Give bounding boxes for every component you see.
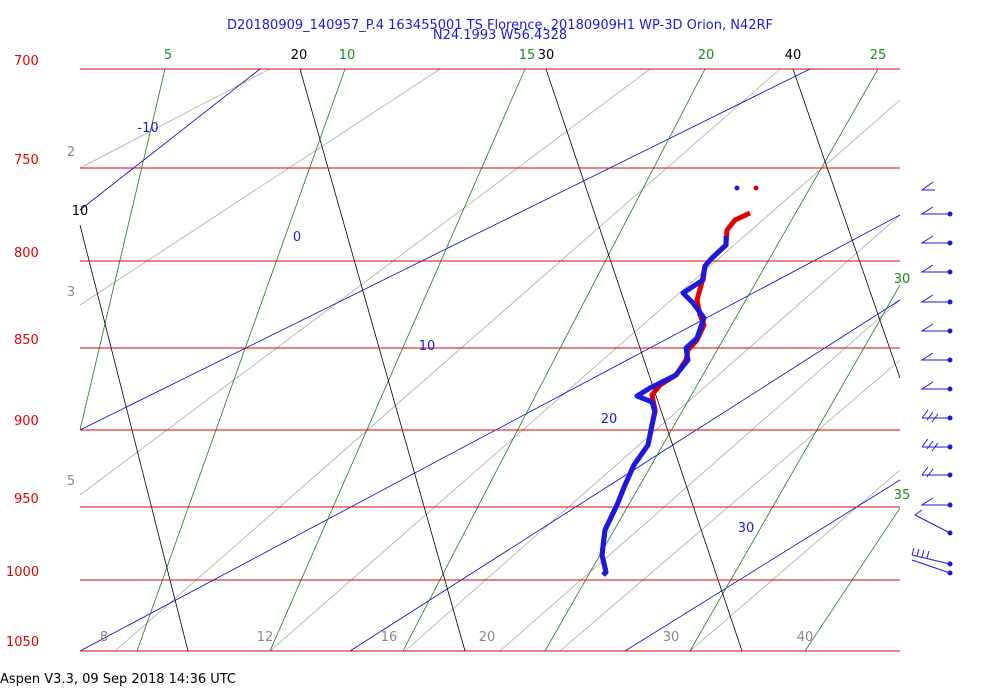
title-line: D20180909_140957_P.4 163455001 TS Floren… (227, 18, 773, 33)
wind-barbs (911, 181, 951, 574)
gray-lines (79, 68, 901, 652)
pressure-label: 700 (14, 54, 39, 69)
gray-label: 40 (797, 630, 814, 645)
title: D20180909_140957_P.4 163455001 TS Floren… (227, 18, 773, 43)
adiabat-label: 0 (293, 230, 301, 245)
pressure-labels: 700 750 800 850 900 950 1000 1050 (6, 54, 39, 650)
adiabat-labels: -10 0 10 20 30 (137, 121, 754, 536)
barb-dots (947, 211, 953, 576)
pressure-label: 850 (14, 333, 39, 348)
dewpoint-profile (599, 236, 729, 577)
adiabat-label: 10 (419, 339, 436, 354)
isotherm-label: 40 (785, 48, 802, 63)
pressure-label: 950 (14, 492, 39, 507)
isotherm-labels: 10 20 30 40 (72, 48, 802, 219)
dewpoint-dot (734, 185, 740, 191)
temperature-dot (753, 185, 759, 191)
mixing-label: 15 (519, 48, 536, 63)
mixing-ratio-lines (79, 68, 901, 652)
gray-label: 3 (67, 285, 75, 300)
mixing-label: 5 (164, 48, 172, 63)
pressure-label: 750 (14, 153, 39, 168)
subtitle-line: N24.1993 W56.4328 (433, 28, 567, 43)
isotherm-label: 20 (291, 48, 308, 63)
mixing-ratio-labels: 5 10 15 20 25 30 35 (164, 48, 910, 503)
mixing-label: 10 (339, 48, 356, 63)
gray-label: 30 (663, 630, 680, 645)
isobars (80, 68, 900, 652)
mixing-label: 25 (870, 48, 887, 63)
mixing-label: 20 (698, 48, 715, 63)
pressure-label: 800 (14, 246, 39, 261)
pressure-label: 1000 (6, 565, 39, 580)
gray-label: 20 (479, 630, 496, 645)
pressure-label: 1050 (6, 635, 39, 650)
gray-label: 12 (257, 630, 274, 645)
mixing-label: 30 (894, 272, 911, 287)
isotherm-label: 30 (538, 48, 555, 63)
adiabat-label: 30 (738, 521, 755, 536)
mixing-label: 35 (894, 488, 911, 503)
gray-label: 8 (100, 630, 108, 645)
pressure-label: 900 (14, 414, 39, 429)
gray-label: 2 (67, 145, 75, 160)
footer: Aspen V3.3, 09 Sep 2018 14:36 UTC (0, 672, 236, 687)
adiabat-label: 20 (601, 412, 618, 427)
gray-label: 5 (67, 474, 75, 489)
dry-adiabats (79, 68, 901, 652)
gray-labels: 2 3 5 8 12 16 20 30 40 (67, 145, 813, 645)
isotherm-label: 10 (72, 204, 89, 219)
gray-label: 16 (381, 630, 398, 645)
adiabat-label: -10 (137, 121, 158, 136)
